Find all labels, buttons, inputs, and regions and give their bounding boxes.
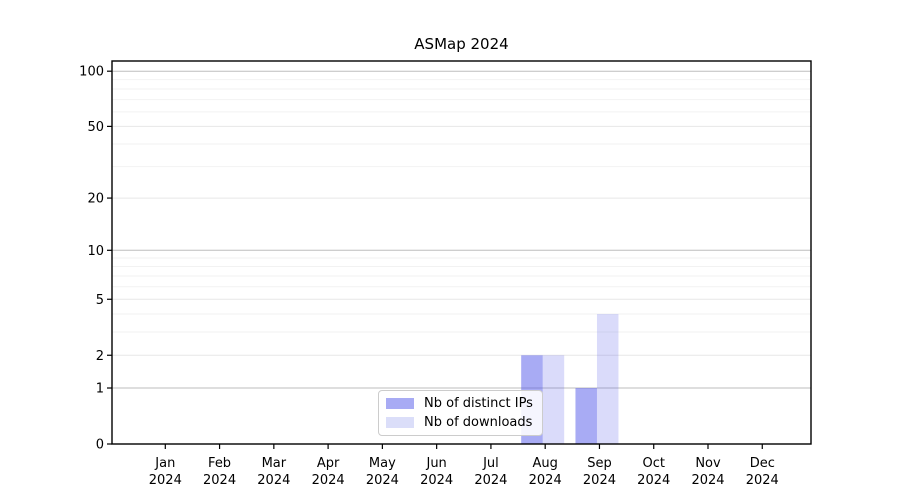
x-axis-tick-label-year: 2024 <box>420 473 453 488</box>
x-axis-tick-label-year: 2024 <box>746 473 779 488</box>
y-axis-tick-label: 1 <box>96 382 104 397</box>
legend-item-distinct-ips: Nb of distinct IPs <box>386 396 536 411</box>
y-axis-tick-label: 100 <box>79 65 104 80</box>
legend-item-downloads: Nb of downloads <box>386 415 536 430</box>
x-axis-tick-label-year: 2024 <box>257 473 290 488</box>
bar-downloads-aug-2024 <box>542 355 565 444</box>
x-axis-tick-label-month: Jun <box>425 456 446 471</box>
x-axis-tick-label-month: Apr <box>317 456 340 471</box>
x-axis-tick-label-month: Jan <box>154 456 175 471</box>
x-axis-tick-label-month: Oct <box>642 456 664 471</box>
x-axis-tick-label-month: Sep <box>587 456 612 471</box>
x-axis-tick-label-year: 2024 <box>529 473 562 488</box>
y-axis-tick-label: 10 <box>87 244 104 259</box>
y-axis-tick-label: 0 <box>96 438 104 453</box>
legend-swatch-downloads-icon <box>386 416 414 428</box>
legend-label-downloads: Nb of downloads <box>424 414 533 430</box>
x-axis-tick-label-year: 2024 <box>637 473 670 488</box>
legend-swatch-distinct-ips-icon <box>386 398 414 410</box>
x-axis-tick-label-year: 2024 <box>312 473 345 488</box>
y-axis-tick-label: 20 <box>87 192 104 207</box>
legend: Nb of distinct IPs Nb of downloads <box>378 390 543 436</box>
x-axis-tick-label-year: 2024 <box>366 473 399 488</box>
chart-title: ASMap 2024 <box>414 35 509 53</box>
bar-distinct-ips-sep-2024 <box>575 388 597 444</box>
y-axis-tick-label: 5 <box>96 293 104 308</box>
x-axis-tick-label-month: Aug <box>532 456 557 471</box>
x-axis-tick-label-month: Mar <box>262 456 287 471</box>
x-axis-tick-label-month: Nov <box>695 456 721 471</box>
x-axis-tick-label-year: 2024 <box>583 473 616 488</box>
y-axis-tick-label: 2 <box>96 349 104 364</box>
y-axis-tick-label: 50 <box>87 120 104 135</box>
x-axis-tick-label-month: Jul <box>482 456 499 471</box>
legend-label-distinct-ips: Nb of distinct IPs <box>424 396 533 412</box>
x-axis-tick-label-year: 2024 <box>149 473 182 488</box>
x-axis-tick-label-year: 2024 <box>691 473 724 488</box>
x-axis-tick-label-month: Feb <box>208 456 231 471</box>
x-axis-tick-label-year: 2024 <box>203 473 236 488</box>
plot-frame <box>111 60 812 445</box>
bar-downloads-sep-2024 <box>596 313 619 444</box>
x-axis-tick-label-month: May <box>369 456 396 471</box>
x-axis-tick-label-year: 2024 <box>474 473 507 488</box>
x-axis-tick-label-month: Dec <box>750 456 775 471</box>
